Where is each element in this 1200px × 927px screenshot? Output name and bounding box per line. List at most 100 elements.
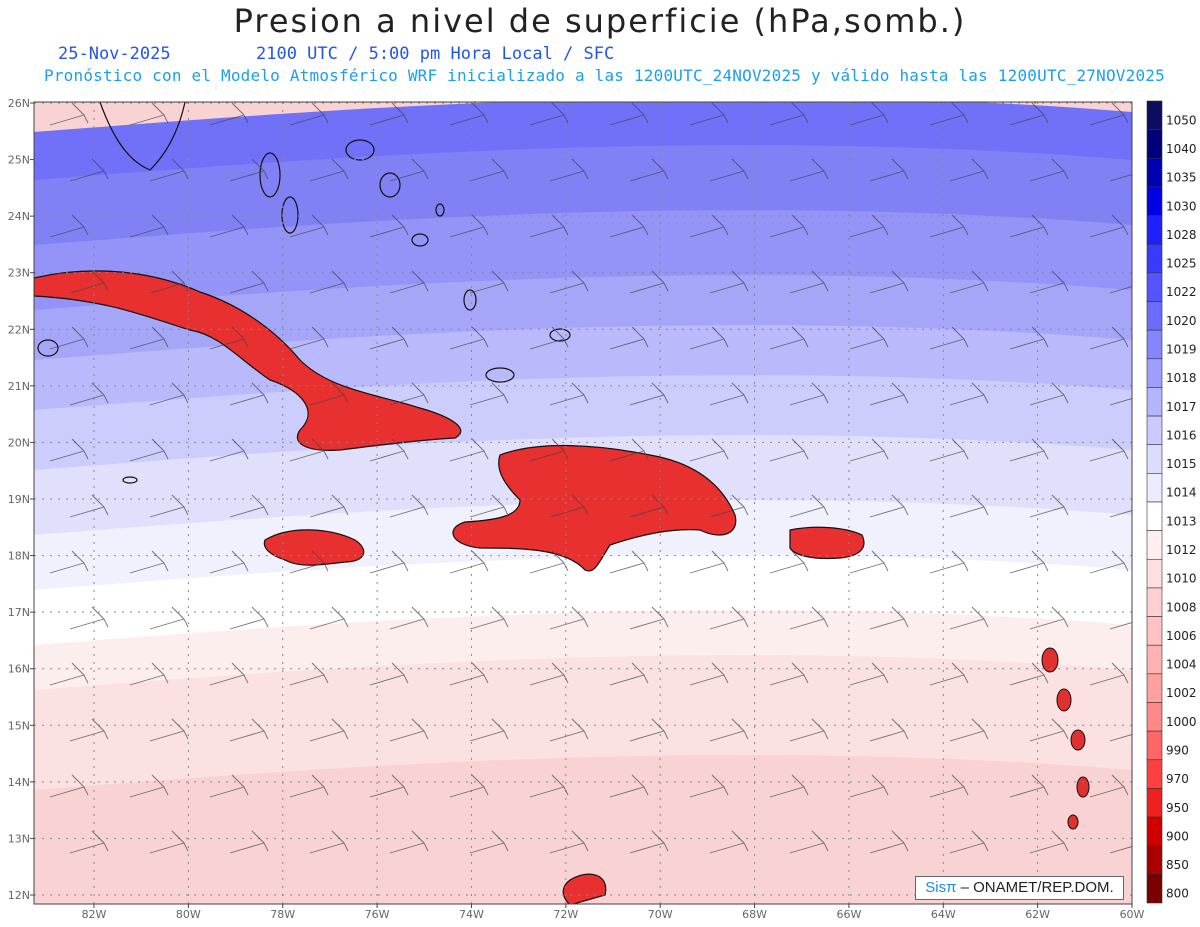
wind-barb bbox=[469, 494, 509, 518]
wind-barb bbox=[69, 718, 109, 742]
wind-barb bbox=[229, 494, 269, 518]
wind-barb bbox=[869, 270, 909, 294]
lat-label: 26N bbox=[8, 97, 30, 110]
wind-barb bbox=[529, 438, 569, 462]
colorbar-swatch bbox=[1146, 243, 1163, 274]
wind-barb bbox=[849, 326, 889, 350]
wind-barb bbox=[209, 214, 249, 238]
florida-coast bbox=[99, 102, 186, 171]
wind-barb bbox=[1109, 383, 1132, 406]
wind-barb bbox=[869, 494, 909, 518]
wind-barb bbox=[949, 270, 989, 294]
colorbar-label: 1017 bbox=[1166, 400, 1197, 414]
wind-barb bbox=[609, 102, 649, 126]
wind-barb bbox=[129, 550, 169, 574]
wind-barb bbox=[209, 662, 249, 686]
wind-barb bbox=[549, 830, 589, 854]
lat-label: 17N bbox=[8, 606, 30, 619]
wind-barb bbox=[1089, 214, 1129, 238]
colorbar-swatch bbox=[1146, 215, 1163, 245]
wind-barb bbox=[849, 662, 889, 686]
colorbar-swatch bbox=[1146, 329, 1163, 360]
wind-barb bbox=[629, 830, 669, 854]
colorbar-label: 950 bbox=[1166, 801, 1189, 815]
wind-barb bbox=[789, 158, 829, 182]
lat-label: 13N bbox=[8, 832, 30, 845]
lat-label: 23N bbox=[8, 267, 30, 280]
island-grenada bbox=[562, 873, 607, 904]
wind-barb bbox=[369, 438, 409, 462]
wind-barb bbox=[529, 662, 569, 686]
credit-box: Sisπ – ONAMET/REP.DOM. bbox=[915, 876, 1124, 900]
wind-barb bbox=[309, 830, 349, 854]
wind-barb bbox=[309, 158, 349, 182]
wind-barb bbox=[629, 718, 669, 742]
wind-barb bbox=[129, 214, 169, 238]
wind-barb bbox=[369, 662, 409, 686]
wind-barb bbox=[689, 438, 729, 462]
wind-barb bbox=[1109, 495, 1132, 518]
colorbar-label: 800 bbox=[1166, 887, 1189, 901]
wind-barb bbox=[789, 606, 829, 630]
wind-barb bbox=[129, 102, 169, 126]
lon-label: 80W bbox=[176, 908, 201, 921]
wind-barb bbox=[529, 774, 569, 798]
wind-barb bbox=[149, 158, 189, 182]
lesser-antilles-island bbox=[1041, 647, 1059, 673]
colorbar-label: 1025 bbox=[1166, 257, 1197, 271]
colorbar-swatch bbox=[1146, 272, 1163, 302]
wind-barb bbox=[849, 214, 889, 238]
wind-barb bbox=[469, 382, 509, 406]
wind-barb bbox=[289, 662, 329, 686]
colorbar: 1050 1040 1035 1030 1028 1025 1022 1020 1019 1018… bbox=[1146, 100, 1197, 904]
wind-barb bbox=[929, 550, 969, 574]
wind-barb bbox=[849, 550, 889, 574]
wind-barb bbox=[769, 102, 809, 126]
wind-barb bbox=[1009, 102, 1049, 126]
wind-barb bbox=[49, 774, 89, 798]
wind-barb bbox=[389, 830, 429, 854]
wind-barb bbox=[629, 382, 669, 406]
wind-barb bbox=[689, 326, 729, 350]
lat-label: 12N bbox=[8, 889, 30, 902]
wind-barb bbox=[49, 102, 89, 126]
lat-label: 16N bbox=[8, 663, 30, 676]
wind-barb bbox=[1029, 382, 1069, 406]
colorbar-label: 1019 bbox=[1166, 342, 1197, 356]
map-title: Presion a nivel de superficie (hPa,somb.… bbox=[233, 2, 967, 40]
lat-label: 19N bbox=[8, 493, 30, 506]
wind-barb bbox=[389, 718, 429, 742]
wind-barb bbox=[689, 102, 729, 126]
wind-barb bbox=[229, 830, 269, 854]
wind-barb bbox=[449, 326, 489, 350]
colorbar-label: 1035 bbox=[1166, 171, 1197, 185]
colorbar-label: 1008 bbox=[1166, 600, 1197, 614]
wind-barb bbox=[449, 662, 489, 686]
wind-barb bbox=[609, 550, 649, 574]
wind-barb bbox=[709, 382, 749, 406]
wind-barb bbox=[469, 270, 509, 294]
wind-barb bbox=[49, 326, 89, 350]
wind-barb bbox=[629, 494, 669, 518]
wind-barb bbox=[1109, 271, 1132, 294]
lon-label: 72W bbox=[553, 908, 578, 921]
lon-label: 62W bbox=[1025, 908, 1050, 921]
lat-label: 18N bbox=[8, 550, 30, 563]
wind-barb bbox=[389, 158, 429, 182]
wind-barb bbox=[1089, 438, 1129, 462]
wind-barb bbox=[1029, 718, 1069, 742]
wind-barb bbox=[629, 606, 669, 630]
wind-barb bbox=[69, 606, 109, 630]
wind-barb bbox=[1009, 214, 1049, 238]
wind-barb bbox=[209, 550, 249, 574]
colorbar-swatch bbox=[1146, 616, 1163, 646]
wind-barb bbox=[789, 494, 829, 518]
wind-barb bbox=[869, 718, 909, 742]
wind-barb bbox=[1009, 326, 1049, 350]
wind-barb bbox=[229, 158, 269, 182]
wind-barb bbox=[209, 438, 249, 462]
colorbar-label: 1028 bbox=[1166, 228, 1197, 242]
colorbar-swatch bbox=[1146, 129, 1163, 159]
forecast-note: Pronóstico con el Modelo Atmosférico WRF… bbox=[44, 66, 1165, 85]
colorbar-label: 1016 bbox=[1166, 428, 1197, 442]
